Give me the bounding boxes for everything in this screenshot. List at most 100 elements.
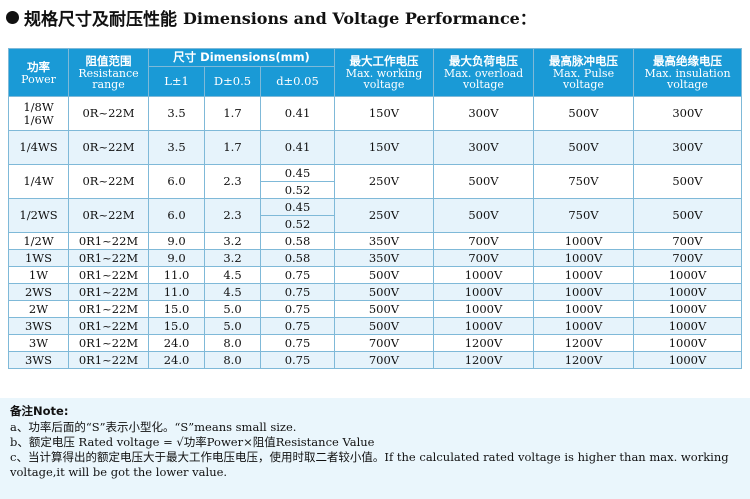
cell-lead-diameter: 0.58 (260, 232, 335, 250)
cell-working: 500V (334, 266, 434, 284)
header-diameter: D±0.5 (204, 66, 261, 97)
cell-power: 1WS (8, 249, 69, 267)
cell-pulse: 750V (533, 198, 634, 233)
cell-lead-diameter: 0.75 (260, 266, 335, 284)
cell-overload: 1000V (433, 266, 534, 284)
cell-insulation: 300V (633, 130, 742, 165)
cell-lead-diameter: 0.41 (260, 96, 335, 131)
cell-diameter: 3.2 (204, 249, 261, 267)
cell-overload: 700V (433, 249, 534, 267)
cell-insulation: 700V (633, 232, 742, 250)
title-en: Dimensions and Voltage Performance： (183, 9, 536, 28)
cell-working: 500V (334, 300, 434, 318)
cell-pulse: 1200V (533, 334, 634, 352)
header-max-working: 最大工作电压 Max. working voltage (334, 48, 434, 97)
cell-working: 150V (334, 130, 434, 165)
cell-pulse: 1000V (533, 249, 634, 267)
cell-lead-diameter: 0.75 (260, 351, 335, 369)
cell-range: 0R~22M (68, 96, 149, 131)
cell-diameter: 4.5 (204, 266, 261, 284)
cell-lead-diameter: 0.75 (260, 334, 335, 352)
cell-working: 250V (334, 198, 434, 233)
header-max-overload: 最大负荷电压 Max. overload voltage (433, 48, 534, 97)
cell-power: 2W (8, 300, 69, 318)
cell-range: 0R~22M (68, 130, 149, 165)
cell-pulse: 500V (533, 96, 634, 131)
header-power: 功率 Power (8, 48, 69, 97)
notes-heading: 备注Note: (10, 404, 69, 418)
bullet-icon (6, 10, 19, 24)
cell-overload: 1000V (433, 317, 534, 335)
cell-length: 6.0 (148, 198, 205, 233)
cell-lead-diameter: 0.41 (260, 130, 335, 165)
cell-diameter: 3.2 (204, 232, 261, 250)
cell-pulse: 1000V (533, 266, 634, 284)
cell-overload: 1200V (433, 334, 534, 352)
cell-working: 500V (334, 283, 434, 301)
cell-insulation: 1000V (633, 266, 742, 284)
cell-range: 0R1~22M (68, 232, 149, 250)
spec-table: 功率 Power 阻值范围 Resistance range 尺寸 Dimens… (8, 48, 742, 369)
cell-diameter: 8.0 (204, 351, 261, 369)
header-resistance: 阻值范围 Resistance range (68, 48, 149, 97)
cell-range: 0R1~22M (68, 351, 149, 369)
header-lead-diameter: d±0.05 (260, 66, 335, 97)
cell-lead-diameter: 0.58 (260, 249, 335, 267)
cell-length: 9.0 (148, 249, 205, 267)
cell-length: 3.5 (148, 96, 205, 131)
cell-working: 700V (334, 334, 434, 352)
cell-length: 24.0 (148, 334, 205, 352)
cell-diameter: 1.7 (204, 96, 261, 131)
cell-diameter: 4.5 (204, 283, 261, 301)
cell-insulation: 500V (633, 164, 742, 199)
cell-lead-diameter: 0.45 0.52 (260, 164, 335, 199)
cell-pulse: 1000V (533, 300, 634, 318)
header-max-pulse: 最高脉冲电压 Max. Pulse voltage (533, 48, 634, 97)
cell-power: 1/2WS (8, 198, 69, 233)
cell-length: 3.5 (148, 130, 205, 165)
cell-diameter: 1.7 (204, 130, 261, 165)
cell-range: 0R1~22M (68, 300, 149, 318)
cell-power: 1/8W 1/6W (8, 96, 69, 131)
cell-working: 150V (334, 96, 434, 131)
cell-diameter: 2.3 (204, 164, 261, 199)
cell-overload: 500V (433, 164, 534, 199)
cell-diameter: 2.3 (204, 198, 261, 233)
cell-pulse: 750V (533, 164, 634, 199)
cell-lead-diameter: 0.75 (260, 283, 335, 301)
cell-pulse: 1000V (533, 232, 634, 250)
cell-working: 500V (334, 317, 434, 335)
cell-pulse: 500V (533, 130, 634, 165)
note-c: c、当计算得出的额定电压大于最大工作电压电压，使用时取二者较小值。If the … (10, 450, 729, 464)
title-cn: 规格尺寸及耐压性能 (24, 9, 177, 30)
cell-overload: 300V (433, 96, 534, 131)
note-c-cont: voltage,it will be got the lower value. (10, 465, 228, 479)
cell-overload: 500V (433, 198, 534, 233)
cell-working: 700V (334, 351, 434, 369)
cell-range: 0R1~22M (68, 317, 149, 335)
cell-range: 0R~22M (68, 164, 149, 199)
cell-overload: 1000V (433, 300, 534, 318)
cell-range: 0R~22M (68, 198, 149, 233)
cell-overload: 300V (433, 130, 534, 165)
cell-range: 0R1~22M (68, 249, 149, 267)
cell-overload: 700V (433, 232, 534, 250)
cell-working: 350V (334, 249, 434, 267)
cell-length: 11.0 (148, 283, 205, 301)
cell-length: 24.0 (148, 351, 205, 369)
note-b: b、额定电压 Rated voltage = √功率Power×阻值Resist… (10, 435, 375, 449)
cell-insulation: 1000V (633, 334, 742, 352)
cell-power: 2WS (8, 283, 69, 301)
cell-range: 0R1~22M (68, 334, 149, 352)
cell-lead-diameter: 0.75 (260, 317, 335, 335)
cell-insulation: 300V (633, 96, 742, 131)
cell-diameter: 5.0 (204, 300, 261, 318)
cell-power: 3WS (8, 317, 69, 335)
notes-panel: 备注Note: a、功率后面的“S”表示小型化。“S”means small s… (0, 398, 750, 499)
cell-length: 15.0 (148, 317, 205, 335)
cell-power: 1W (8, 266, 69, 284)
cell-power: 1/4WS (8, 130, 69, 165)
note-a: a、功率后面的“S”表示小型化。“S”means small size. (10, 420, 297, 434)
cell-working: 250V (334, 164, 434, 199)
cell-pulse: 1000V (533, 317, 634, 335)
